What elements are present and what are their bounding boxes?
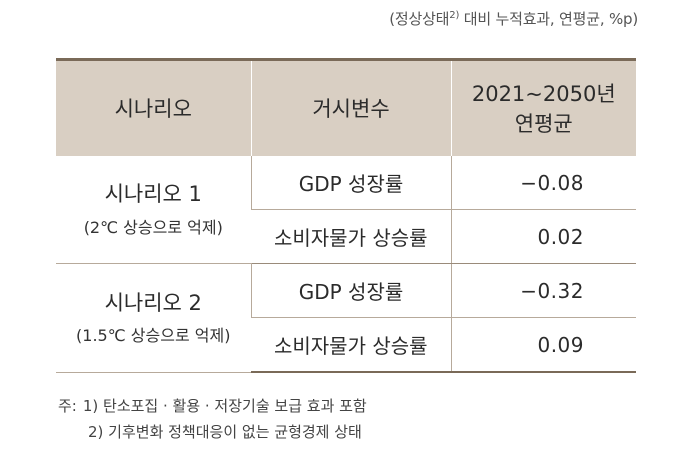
value-cell: −0.32 (450, 263, 636, 318)
header-variable: 거시변수 (250, 58, 452, 156)
scenario-table: 시나리오 거시변수 2021∼2050년 연평균 시나리오 1 (2℃ 상승으로… (56, 58, 636, 373)
value-cell: 0.02 (450, 209, 636, 264)
scenario-2-description: (1.5℃ 상승으로 억제) (76, 325, 231, 345)
scenario-1-description: (2℃ 상승으로 억제) (83, 217, 223, 237)
footnote-1: 주: 1) 탄소포집 · 활용 · 저장기술 보급 효과 포함 (58, 393, 367, 419)
unit-note-suffix: 대비 누적효과, 연평균, %p) (459, 10, 638, 28)
variable-cell: 소비자물가 상승률 (251, 209, 451, 264)
table-row: 소비자물가 상승률 0.09 (56, 317, 636, 373)
header-period-line2: 연평균 (514, 111, 573, 136)
footnote-2: 2) 기후변화 정책대응이 없는 균형경제 상태 (88, 423, 362, 441)
footnote-prefix: 주: (58, 397, 77, 415)
table-row: 시나리오 1 (2℃ 상승으로 억제) GDP 성장률 −0.08 (56, 156, 636, 264)
table-header-row: 시나리오 거시변수 2021∼2050년 연평균 (56, 58, 636, 156)
scenario-2-name: 시나리오 2 (104, 290, 202, 315)
footnote-1-text: 1) 탄소포집 · 활용 · 저장기술 보급 효과 포함 (82, 397, 367, 415)
value-cell: −0.08 (450, 156, 636, 210)
variable-cell: GDP 성장률 (250, 263, 451, 318)
value-cell: 0.09 (450, 317, 636, 373)
unit-note-prefix: (정상상태 (389, 10, 450, 28)
unit-note: (정상상태2) 대비 누적효과, 연평균, %p) (389, 8, 638, 29)
scenario-2-cell: 시나리오 2 (1.5℃ 상승으로 억제) (56, 263, 251, 373)
header-period: 2021∼2050년 연평균 (450, 58, 636, 156)
variable-cell: 소비자물가 상승률 (251, 317, 451, 373)
scenario-1-cell: 시나리오 1 (2℃ 상승으로 억제) (56, 156, 251, 264)
scenario-1-name: 시나리오 1 (104, 182, 202, 207)
unit-note-footnote-ref: 2) (449, 10, 460, 21)
variable-cell: GDP 성장률 (250, 156, 451, 210)
table-row: 소비자물가 상승률 0.02 (56, 209, 636, 264)
header-period-line1: 2021∼2050년 (471, 81, 616, 106)
table-row: 시나리오 2 (1.5℃ 상승으로 억제) GDP 성장률 −0.32 (56, 263, 636, 373)
header-scenario: 시나리오 (56, 58, 252, 156)
footnotes: 주: 1) 탄소포집 · 활용 · 저장기술 보급 효과 포함 2) 기후변화 정… (58, 393, 367, 445)
